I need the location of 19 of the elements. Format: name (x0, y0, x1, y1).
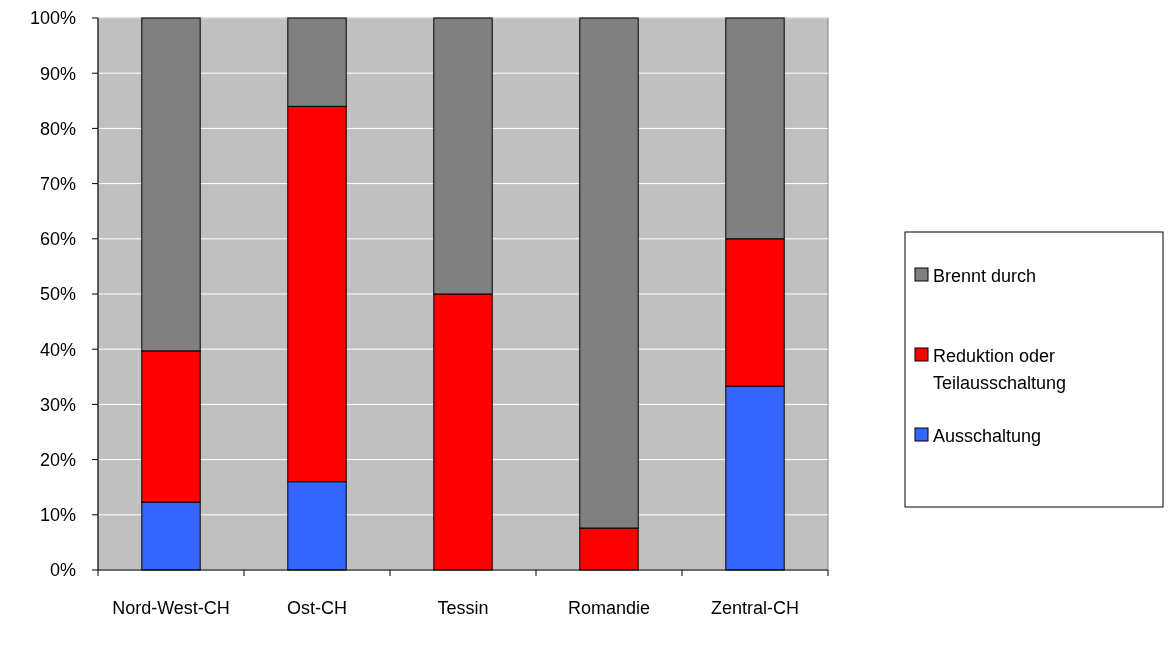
x-tick-label: Zentral-CH (710, 598, 800, 618)
y-tick-label: 80% (39, 118, 76, 139)
legend-label: Reduktion oder Teilausschaltung (933, 346, 1067, 393)
y-tick-label: 40% (39, 339, 76, 360)
y-tick-label: 0% (49, 560, 76, 581)
y-tick-label: 60% (39, 229, 76, 250)
x-tick-label: Ost-CH (287, 598, 347, 618)
y-tick-label: 90% (39, 63, 76, 84)
y-tick-label: 100% (29, 8, 76, 29)
legend-label: Ausschaltung (933, 426, 1042, 446)
legend-label: Brennt durch (933, 266, 1037, 286)
x-tick-label: Nord-West-CH (112, 598, 230, 618)
y-tick-label: 30% (39, 394, 76, 415)
y-tick-label: 50% (39, 284, 76, 305)
x-tick-label: Romandie (567, 598, 651, 618)
y-tick-label: 70% (39, 173, 76, 194)
y-tick-label: 20% (39, 449, 76, 470)
x-tick-label: Tessin (437, 598, 489, 618)
y-tick-label: 10% (39, 505, 76, 526)
